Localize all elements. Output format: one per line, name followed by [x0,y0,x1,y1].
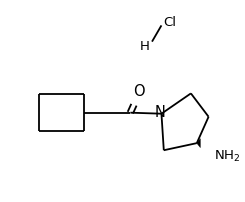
Text: NH$_2$: NH$_2$ [214,148,241,163]
Text: H: H [140,40,150,53]
Text: Cl: Cl [163,16,176,29]
Polygon shape [197,139,200,148]
Text: O: O [133,83,145,98]
Text: N: N [155,105,166,120]
